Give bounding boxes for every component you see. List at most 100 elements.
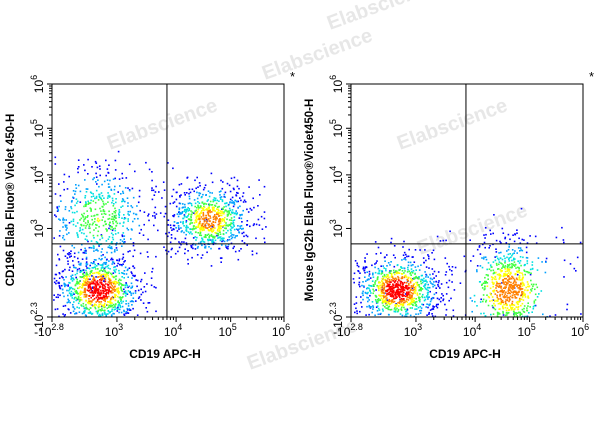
event-dot (428, 313, 430, 315)
event-dot (96, 280, 99, 282)
event-dot (108, 244, 111, 247)
event-dot (511, 285, 514, 287)
event-dot (212, 220, 214, 223)
event-dot (60, 200, 62, 202)
event-dot (101, 237, 104, 239)
event-dot (207, 224, 210, 226)
event-dot (220, 261, 222, 263)
event-dot (103, 277, 106, 280)
event-dot (356, 312, 358, 315)
event-dot (374, 241, 377, 243)
event-dot (124, 260, 126, 262)
event-dot (79, 299, 81, 301)
event-dot (114, 217, 117, 219)
event-dot (380, 289, 383, 291)
event-dot (410, 303, 413, 305)
event-dot (427, 306, 429, 309)
event-dot (202, 240, 205, 243)
event-dot (502, 232, 505, 234)
event-dot (155, 185, 157, 188)
event-dot (107, 283, 109, 286)
event-dot (99, 293, 102, 296)
event-dot (382, 282, 385, 284)
event-dot (97, 220, 100, 223)
event-dot (410, 286, 412, 289)
event-dot (96, 300, 99, 302)
event-dot (514, 284, 516, 286)
event-dot (105, 174, 107, 177)
event-dot (150, 277, 153, 279)
event-dot (199, 206, 201, 209)
event-dot (61, 275, 63, 278)
event-dot (84, 247, 86, 250)
event-dot (501, 267, 503, 269)
event-dot (537, 257, 540, 259)
event-dot (182, 206, 185, 209)
event-dot (528, 285, 530, 288)
event-dot (109, 311, 111, 313)
event-dot (359, 285, 361, 288)
event-dot (87, 278, 90, 280)
event-dot (519, 299, 521, 302)
event-dot (211, 211, 213, 213)
event-dot (181, 211, 184, 213)
event-dot (102, 210, 105, 212)
event-dot (245, 234, 248, 237)
event-dot (179, 213, 181, 215)
event-dot (107, 246, 110, 249)
watermark-text: Elabscience (414, 199, 530, 259)
event-dot (405, 287, 407, 289)
event-dot (110, 232, 113, 235)
event-dot (406, 298, 408, 300)
event-dot (90, 312, 92, 315)
event-dot (518, 269, 520, 272)
event-dot (377, 307, 380, 310)
event-dot (233, 203, 236, 206)
event-dot (155, 286, 157, 289)
event-dot (429, 277, 432, 280)
event-dot (495, 262, 498, 265)
event-dot (214, 235, 216, 238)
event-dot (115, 278, 117, 280)
event-dot (133, 218, 136, 220)
event-dot (371, 285, 373, 287)
event-dot (228, 236, 230, 238)
density-dots (53, 150, 267, 318)
event-dot (73, 308, 76, 310)
event-dot (94, 268, 97, 270)
event-dot (409, 289, 412, 291)
event-dot (374, 271, 377, 274)
event-dot (515, 281, 517, 284)
event-dot (218, 205, 220, 208)
event-dot (114, 275, 117, 278)
event-dot (101, 195, 104, 197)
event-dot (492, 283, 495, 285)
event-dot (127, 187, 129, 189)
event-dot (382, 275, 384, 278)
event-dot (390, 261, 392, 263)
event-dot (214, 214, 216, 216)
event-dot (218, 227, 220, 230)
event-dot (110, 257, 113, 260)
event-dot (92, 200, 95, 202)
event-dot (424, 286, 426, 289)
event-dot (514, 308, 516, 310)
event-dot (74, 190, 77, 193)
event-dot (98, 313, 101, 316)
event-dot (519, 288, 522, 291)
event-dot (504, 237, 506, 240)
event-dot (201, 237, 203, 239)
event-dot (89, 272, 91, 275)
event-dot (59, 219, 61, 221)
event-dot (138, 224, 141, 227)
event-dot (393, 290, 395, 293)
watermark-text: Elabscience (104, 94, 220, 154)
event-dot (452, 315, 455, 317)
event-dot (98, 165, 101, 167)
event-dot (177, 222, 179, 224)
event-dot (380, 295, 383, 297)
event-dot (501, 291, 504, 294)
event-dot (201, 254, 204, 256)
event-dot (91, 218, 93, 221)
event-dot (85, 277, 88, 280)
